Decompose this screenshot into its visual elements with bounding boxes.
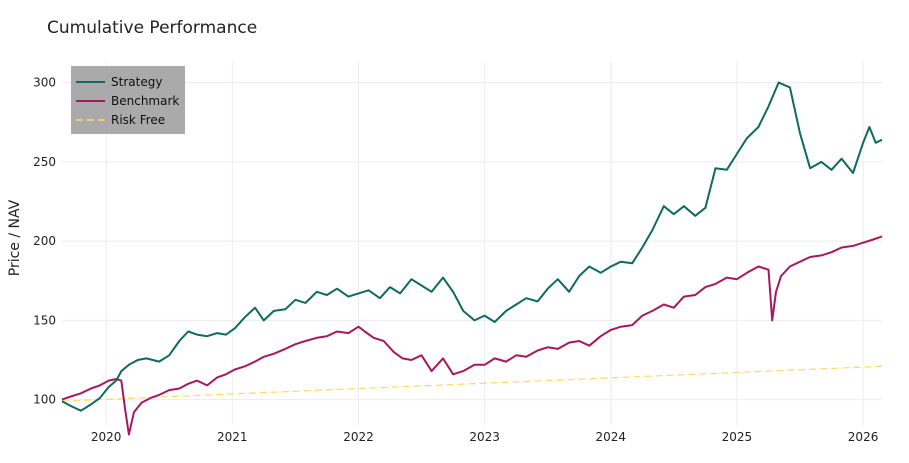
series-line-risk-free <box>61 365 883 402</box>
x-tick-label: 2026 <box>848 430 879 444</box>
legend-label-benchmark[interactable]: Benchmark <box>111 94 179 108</box>
y-tick-label: 300 <box>33 76 56 90</box>
y-tick-label: 150 <box>33 313 56 327</box>
x-tick-label: 2020 <box>91 430 122 444</box>
y-tick-label: 250 <box>33 155 56 169</box>
legend[interactable]: Strategy Benchmark Risk Free <box>71 66 185 134</box>
series-lines <box>61 81 883 436</box>
x-tick-label: 2025 <box>722 430 753 444</box>
y-axis-ticks: 100 150 200 250 300 <box>33 76 56 407</box>
x-tick-label: 2022 <box>343 430 374 444</box>
legend-label-risk-free[interactable]: Risk Free <box>111 113 165 127</box>
x-tick-label: 2021 <box>217 430 248 444</box>
series-line-strategy <box>61 81 883 412</box>
chart-title: Cumulative Performance <box>47 18 257 38</box>
x-axis-ticks: 2020 2021 2022 2023 2024 2025 2026 <box>91 430 878 444</box>
y-tick-label: 100 <box>33 393 56 407</box>
x-tick-label: 2024 <box>595 430 626 444</box>
y-axis-title: Price / NAV <box>7 199 23 276</box>
x-tick-label: 2023 <box>469 430 500 444</box>
series-line-benchmark <box>61 235 883 436</box>
y-tick-label: 200 <box>33 234 56 248</box>
legend-label-strategy[interactable]: Strategy <box>111 75 162 89</box>
